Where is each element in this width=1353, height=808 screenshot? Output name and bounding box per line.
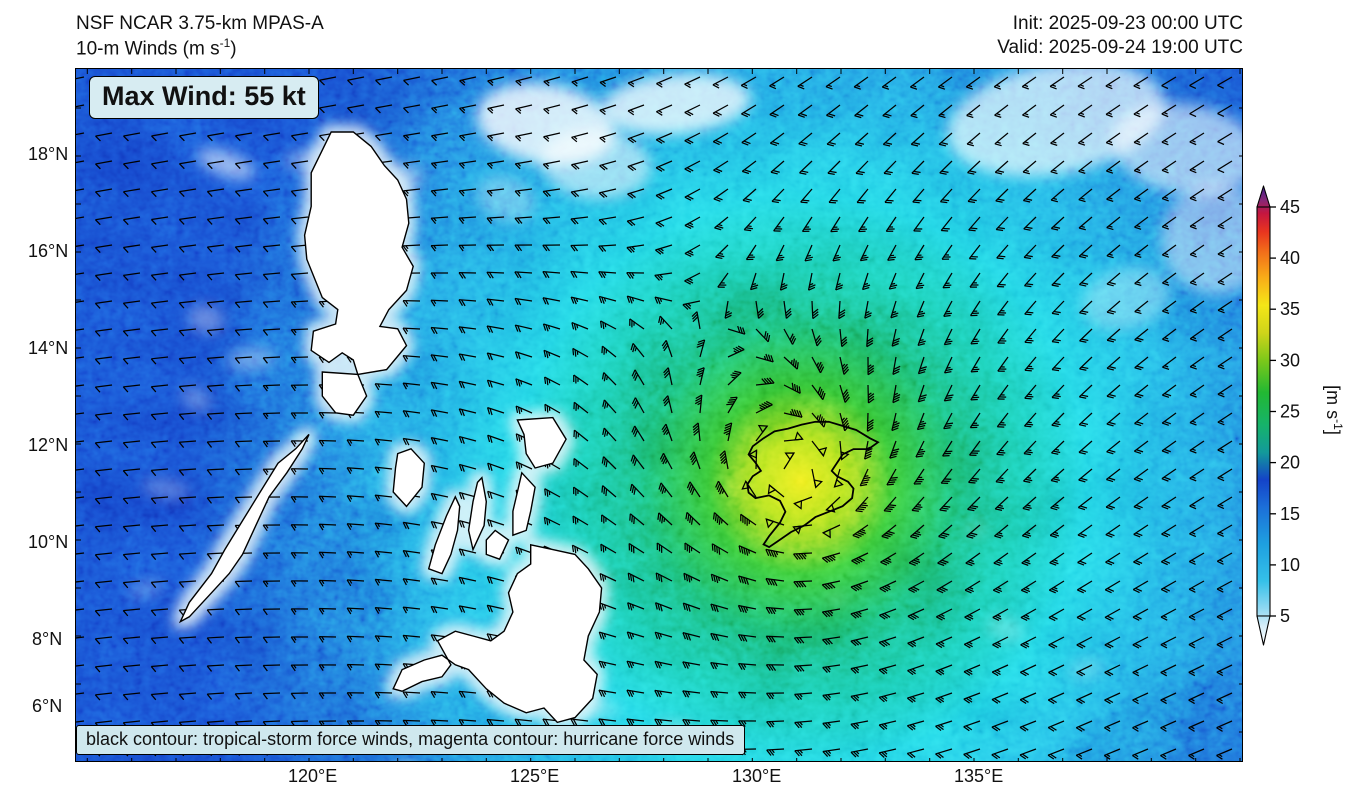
svg-text:5: 5 (1280, 606, 1290, 626)
svg-text:20: 20 (1280, 453, 1300, 473)
svg-text:15: 15 (1280, 504, 1300, 524)
svg-text:40: 40 (1280, 248, 1300, 268)
svg-text:10: 10 (1280, 555, 1300, 575)
svg-text:30: 30 (1280, 350, 1300, 370)
svg-text:[m s-1]: [m s-1] (1323, 385, 1345, 435)
svg-text:45: 45 (1280, 197, 1300, 217)
svg-text:25: 25 (1280, 402, 1300, 422)
svg-text:35: 35 (1280, 299, 1300, 319)
